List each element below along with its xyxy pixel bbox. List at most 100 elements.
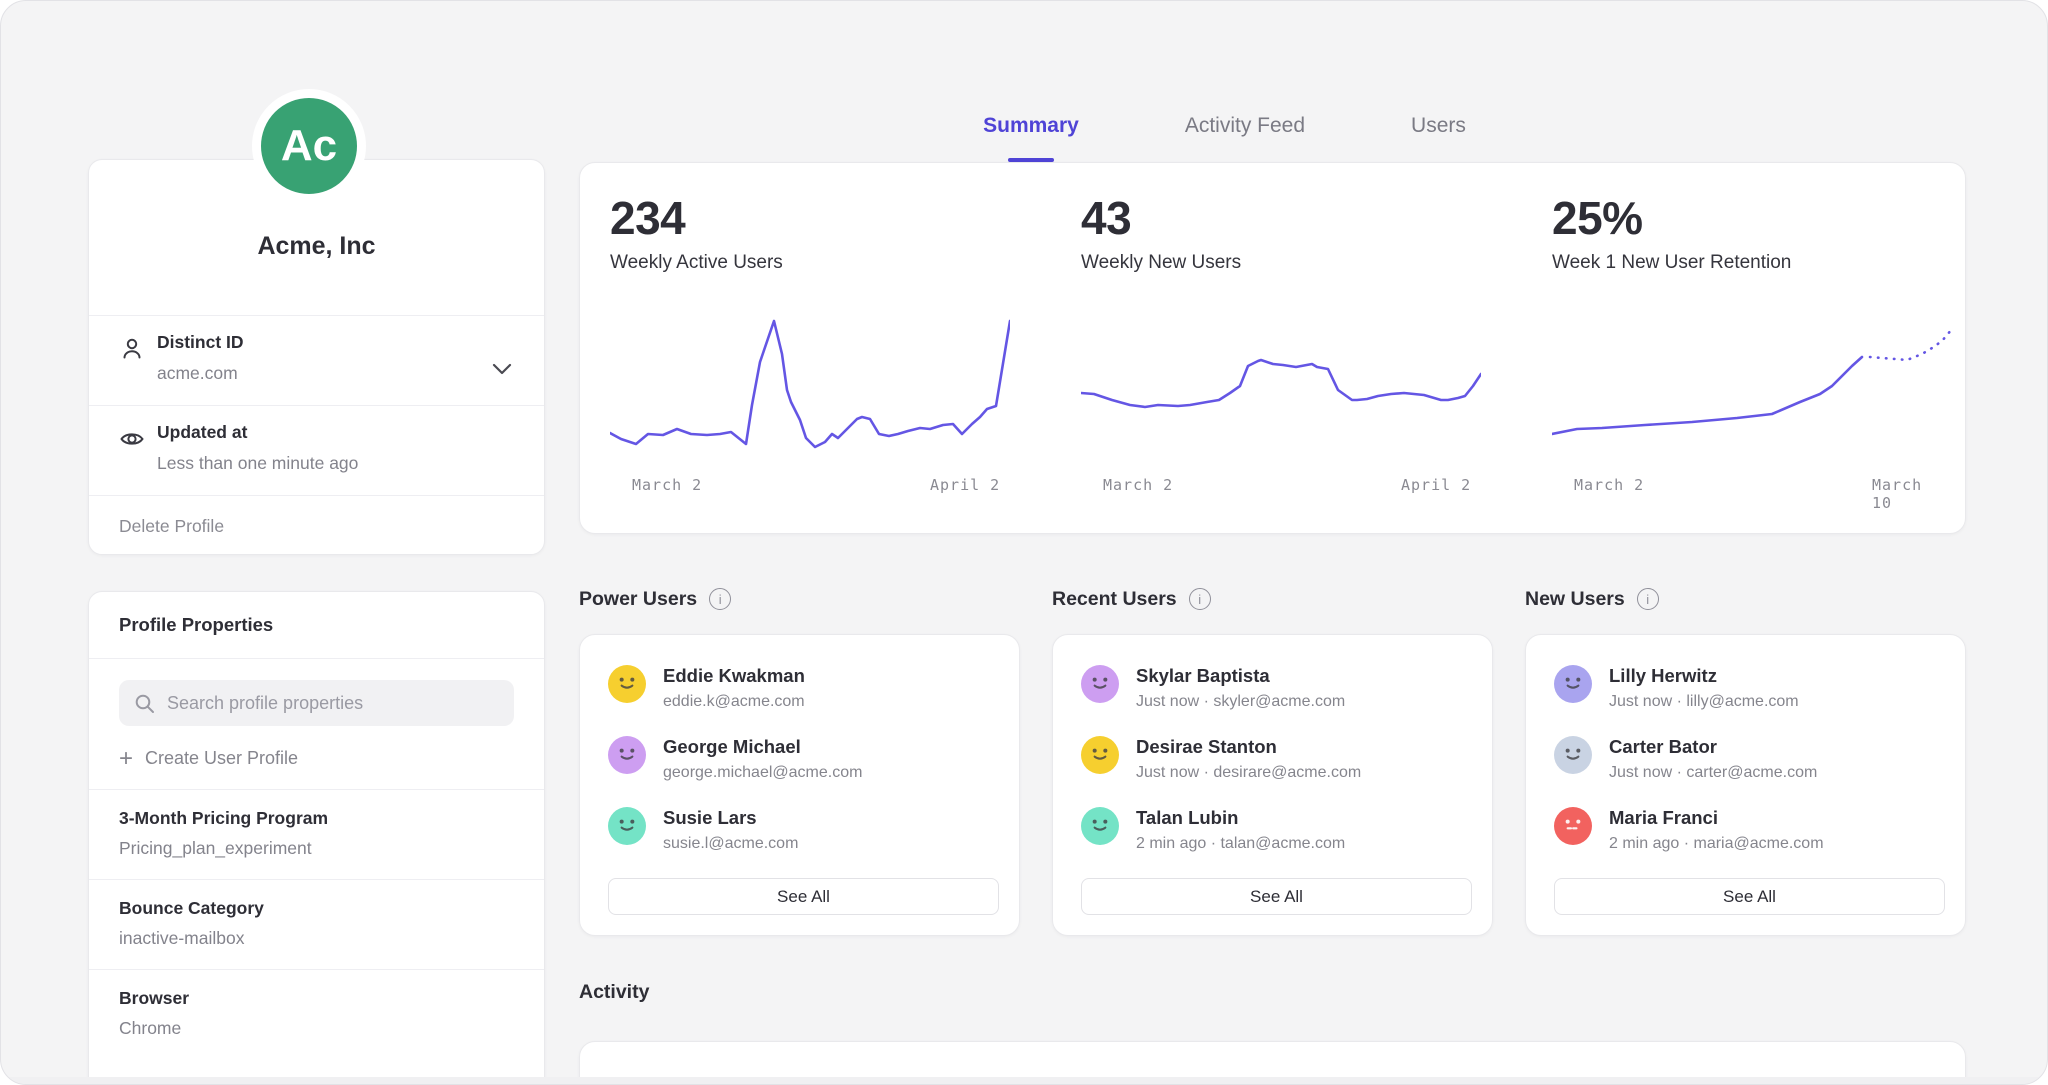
user-meta: Just now · desirare@acme.com <box>1136 764 1362 781</box>
stat-value: 234 <box>610 192 686 244</box>
create-user-profile-label: Create User Profile <box>145 748 299 768</box>
tab-activity-feed[interactable]: Activity Feed <box>1184 114 1306 137</box>
distinct-id-row[interactable]: Distinct ID acme.com <box>89 315 544 405</box>
weekly-active-users-chart <box>608 316 1012 456</box>
property-label: Browser <box>119 988 190 1008</box>
stat-week1-retention: 25% Week 1 New User Retention March 2 Ma… <box>1550 191 1954 512</box>
user-meta: Just now · carter@acme.com <box>1609 764 1818 781</box>
delete-profile-button[interactable]: Delete Profile <box>89 495 544 557</box>
company-avatar: Ac <box>252 89 366 203</box>
info-icon[interactable]: i <box>709 588 732 610</box>
user-list-item[interactable]: Talan Lubin 2 min ago · talan@acme.com <box>1081 807 1472 853</box>
tab-users[interactable]: Users <box>1411 114 1466 137</box>
user-avatar <box>1081 665 1119 703</box>
stat-caption: Week 1 New User Retention <box>1552 252 1792 273</box>
property-value: Chrome <box>119 1018 182 1038</box>
user-avatar <box>608 736 646 774</box>
user-list-item[interactable]: Eddie Kwakman eddie.k@acme.com <box>608 665 999 711</box>
property-row[interactable]: 3-Month Pricing Program Pricing_plan_exp… <box>89 789 544 879</box>
updated-at-row: Updated at Less than one minute ago <box>89 405 544 495</box>
user-name: Susie Lars <box>663 807 757 828</box>
user-meta: Just now · skyler@acme.com <box>1136 693 1346 710</box>
new-users-card: Lilly Herwitz Just now · lilly@acme.com … <box>1525 634 1966 936</box>
search-icon <box>134 693 156 720</box>
user-meta: george.michael@acme.com <box>663 764 863 781</box>
user-list-item[interactable]: George Michael george.michael@acme.com <box>608 736 999 782</box>
user-list-item[interactable]: Maria Franci 2 min ago · maria@acme.com <box>1554 807 1945 853</box>
user-meta: susie.l@acme.com <box>663 835 799 852</box>
activity-card: 234 240 3.4k <box>579 1041 1966 1084</box>
info-icon[interactable]: i <box>1188 588 1211 610</box>
create-user-profile-button[interactable]: + Create User Profile <box>119 744 514 772</box>
recent-users-card: Skylar Baptista Just now · skyler@acme.c… <box>1052 634 1493 936</box>
user-sections: Power Users i Eddie Kwakman eddie.k@acme… <box>579 584 1966 936</box>
property-row[interactable]: Bounce Category inactive-mailbox <box>89 879 544 969</box>
axis-tick: April 2 <box>1401 476 1472 494</box>
user-meta: 2 min ago · talan@acme.com <box>1136 835 1346 852</box>
user-list-item[interactable]: Desirae Stanton Just now · desirare@acme… <box>1081 736 1472 782</box>
plus-icon: + <box>119 744 134 772</box>
stat-caption: Weekly Active Users <box>610 252 783 273</box>
user-list-item[interactable]: Lilly Herwitz Just now · lilly@acme.com <box>1554 665 1945 711</box>
recent-users-title: Recent Users <box>1052 587 1177 610</box>
eye-icon <box>119 426 145 457</box>
property-value: Pricing_plan_experiment <box>119 838 312 858</box>
activity-stat-value: 3.4k <box>1552 1070 1952 1084</box>
user-avatar <box>608 665 646 703</box>
weekly-new-users-chart <box>1079 316 1483 456</box>
user-name: Carter Bator <box>1609 736 1717 757</box>
tab-summary[interactable]: Summary <box>979 104 1083 162</box>
recent-users-section: Recent Users i Skylar Baptista Just now … <box>1052 584 1493 936</box>
axis-tick: April 2 <box>930 476 1001 494</box>
user-avatar <box>1554 807 1592 845</box>
property-label: 3-Month Pricing Program <box>119 808 329 828</box>
summary-stats-card: 234 Weekly Active Users March 2 April 2 … <box>579 162 1966 534</box>
activity-stat-value: 234 <box>610 1070 1010 1084</box>
user-list-item[interactable]: Carter Bator Just now · carter@acme.com <box>1554 736 1945 782</box>
stat-value: 43 <box>1081 192 1132 244</box>
user-meta: 2 min ago · maria@acme.com <box>1609 835 1824 852</box>
user-meta: Just now · lilly@acme.com <box>1609 693 1799 710</box>
user-name: Talan Lubin <box>1136 807 1239 828</box>
activity-title: Activity <box>579 981 650 1003</box>
user-list-item[interactable]: Skylar Baptista Just now · skyler@acme.c… <box>1081 665 1472 711</box>
user-name: Eddie Kwakman <box>663 665 805 686</box>
axis-tick: March 2 <box>632 476 703 494</box>
see-all-button[interactable]: See All <box>1081 878 1472 915</box>
distinct-id-value: acme.com <box>157 363 238 383</box>
axis-tick: March 2 <box>1574 476 1645 494</box>
user-name: Desirae Stanton <box>1136 736 1277 757</box>
axis-tick: March 2 <box>1103 476 1174 494</box>
see-all-button[interactable]: See All <box>608 878 999 915</box>
property-row[interactable]: Browser Chrome <box>89 969 544 1059</box>
power-users-section: Power Users i Eddie Kwakman eddie.k@acme… <box>579 584 1020 936</box>
main-tabs: Summary Activity Feed Users <box>531 104 1918 162</box>
company-name: Acme, Inc <box>257 232 376 260</box>
stat-value: 25% <box>1552 192 1643 244</box>
user-name: George Michael <box>663 736 801 757</box>
axis-tick: March 10 <box>1872 476 1923 512</box>
power-users-title: Power Users <box>579 587 698 610</box>
user-name: Skylar Baptista <box>1136 665 1270 686</box>
distinct-id-label: Distinct ID <box>157 332 244 352</box>
updated-at-label: Updated at <box>157 422 248 442</box>
search-profile-properties-input[interactable] <box>119 680 514 726</box>
power-users-card: Eddie Kwakman eddie.k@acme.com George Mi… <box>579 634 1020 936</box>
updated-at-value: Less than one minute ago <box>157 453 359 473</box>
stat-caption: Weekly New Users <box>1081 252 1242 273</box>
user-avatar <box>1081 736 1119 774</box>
user-name: Maria Franci <box>1609 807 1718 828</box>
new-users-section: New Users i Lilly Herwitz Just now · lil… <box>1525 584 1966 936</box>
user-list-item[interactable]: Susie Lars susie.l@acme.com <box>608 807 999 853</box>
info-icon[interactable]: i <box>1636 588 1659 610</box>
stat-weekly-new-users: 43 Weekly New Users March 2 April 2 <box>1079 191 1483 500</box>
profile-properties-card: Profile Properties + Create User Profile… <box>88 591 545 1084</box>
see-all-button[interactable]: See All <box>1554 878 1945 915</box>
new-users-title: New Users <box>1525 587 1625 610</box>
stat-weekly-active-users: 234 Weekly Active Users March 2 April 2 <box>608 191 1012 500</box>
user-avatar <box>1554 736 1592 774</box>
chevron-down-icon[interactable] <box>492 362 512 380</box>
person-icon <box>119 336 145 367</box>
user-meta: eddie.k@acme.com <box>663 693 805 710</box>
